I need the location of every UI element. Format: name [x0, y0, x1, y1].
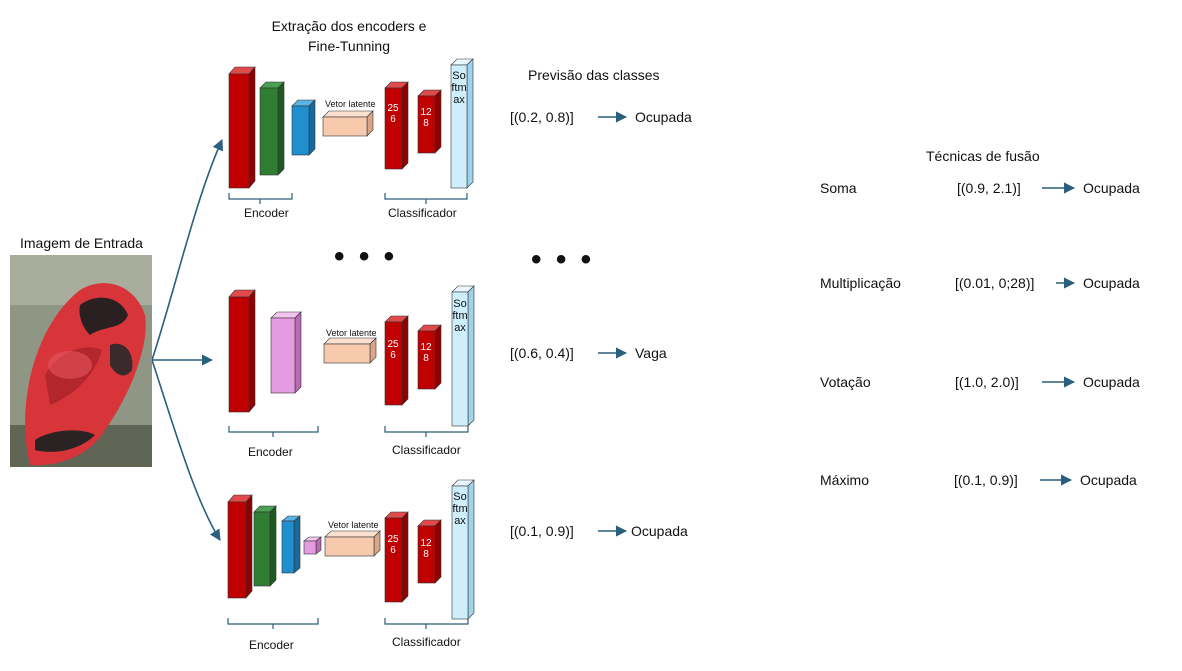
encoder-block-blue — [281, 515, 301, 574]
fusion-value-maximo: [(0.1, 0.9)] — [954, 472, 1018, 488]
fusion-value-soma: [(0.9, 2.1)] — [957, 180, 1021, 196]
latent-vector — [322, 110, 374, 137]
latent-label: Vetor latente — [328, 520, 379, 530]
encoder-block-green — [253, 505, 277, 587]
prediction-result: Ocupada — [635, 109, 692, 125]
classifier-label: Classificador — [392, 635, 461, 649]
dense-256-label: 256 — [387, 534, 399, 556]
fusion-name-multiplicacao: Multiplicação — [820, 275, 901, 291]
dense-128 — [417, 324, 442, 390]
input-arrows — [151, 138, 223, 541]
softmax-label: Softmax — [452, 298, 468, 334]
softmax-block — [450, 58, 474, 189]
dense-128-label: 128 — [420, 538, 432, 560]
prediction-result: Vaga — [635, 345, 667, 361]
encoder-block-red — [227, 494, 253, 599]
dense-128 — [417, 89, 442, 154]
input-car-image — [10, 255, 152, 467]
fusion-result-soma: Ocupada — [1083, 180, 1140, 196]
classifier-brace — [384, 618, 469, 629]
fusion-title: Técnicas de fusão — [926, 148, 1040, 164]
encoder-block-pink — [303, 536, 322, 555]
encoder-block-red — [228, 289, 256, 413]
extraction-title-line1: Extração dos encoders e — [271, 18, 427, 34]
softmax-label: Softmax — [451, 70, 467, 106]
fusion-arrows — [1040, 182, 1076, 486]
fusion-name-soma: Soma — [820, 180, 857, 196]
encoder-brace — [228, 426, 319, 437]
prediction-result: Ocupada — [631, 523, 688, 539]
prediction-title: Previsão das classes — [528, 67, 660, 83]
dense-256 — [384, 511, 409, 603]
encoder-block-green — [259, 81, 285, 176]
fusion-result-votacao: Ocupada — [1083, 374, 1140, 390]
encoder-label: Encoder — [244, 206, 289, 220]
ellipsis-predictions: • • • — [531, 243, 595, 276]
fusion-result-maximo: Ocupada — [1080, 472, 1137, 488]
classifier-brace — [384, 426, 469, 437]
prediction-value: [(0.2, 0.8)] — [510, 109, 574, 125]
classifier-brace — [384, 193, 468, 204]
softmax-block — [451, 285, 475, 427]
encoder-block-red — [228, 66, 256, 189]
branch-1 — [228, 58, 628, 204]
encoder-brace — [227, 618, 319, 629]
ellipsis-branches: • • • — [334, 240, 398, 273]
dense-256-label: 256 — [387, 339, 399, 361]
fusion-name-maximo: Máximo — [820, 472, 870, 488]
prediction-value: [(0.6, 0.4)] — [510, 345, 574, 361]
arrow-to-branch-1 — [151, 138, 223, 361]
latent-vector — [324, 530, 381, 557]
dense-128 — [417, 519, 442, 584]
classifier-label: Classificador — [388, 206, 457, 220]
encoder-brace — [228, 193, 293, 204]
fusion-value-multiplicacao: [(0.01, 0;28)] — [955, 275, 1035, 291]
latent-label: Vetor latente — [326, 328, 377, 338]
latent-label: Vetor latente — [325, 99, 376, 109]
fusion-name-votacao: Votação — [820, 374, 871, 390]
classifier-label: Classificador — [392, 443, 461, 457]
fusion-value-votacao: [(1.0, 2.0)] — [955, 374, 1019, 390]
dense-256 — [384, 315, 409, 406]
dense-256-label: 256 — [387, 103, 399, 125]
dense-128-label: 128 — [420, 107, 432, 129]
encoder-label: Encoder — [248, 445, 293, 459]
prediction-value: [(0.1, 0.9)] — [510, 523, 574, 539]
arrow-to-branch-3 — [151, 359, 221, 541]
encoder-block-blue — [291, 99, 316, 156]
extraction-title-line2: Fine-Tunning — [308, 38, 390, 54]
encoder-block-pink — [270, 311, 302, 394]
input-image-label: Imagem de Entrada — [20, 235, 143, 251]
softmax-block — [451, 479, 475, 620]
latent-vector — [323, 337, 377, 364]
branch-3 — [227, 479, 628, 629]
dense-256 — [384, 81, 409, 170]
fusion-result-multiplicacao: Ocupada — [1083, 275, 1140, 291]
softmax-label: Softmax — [452, 491, 468, 527]
encoder-label: Encoder — [249, 638, 294, 652]
dense-128-label: 128 — [420, 342, 432, 364]
branch-2 — [228, 285, 628, 437]
